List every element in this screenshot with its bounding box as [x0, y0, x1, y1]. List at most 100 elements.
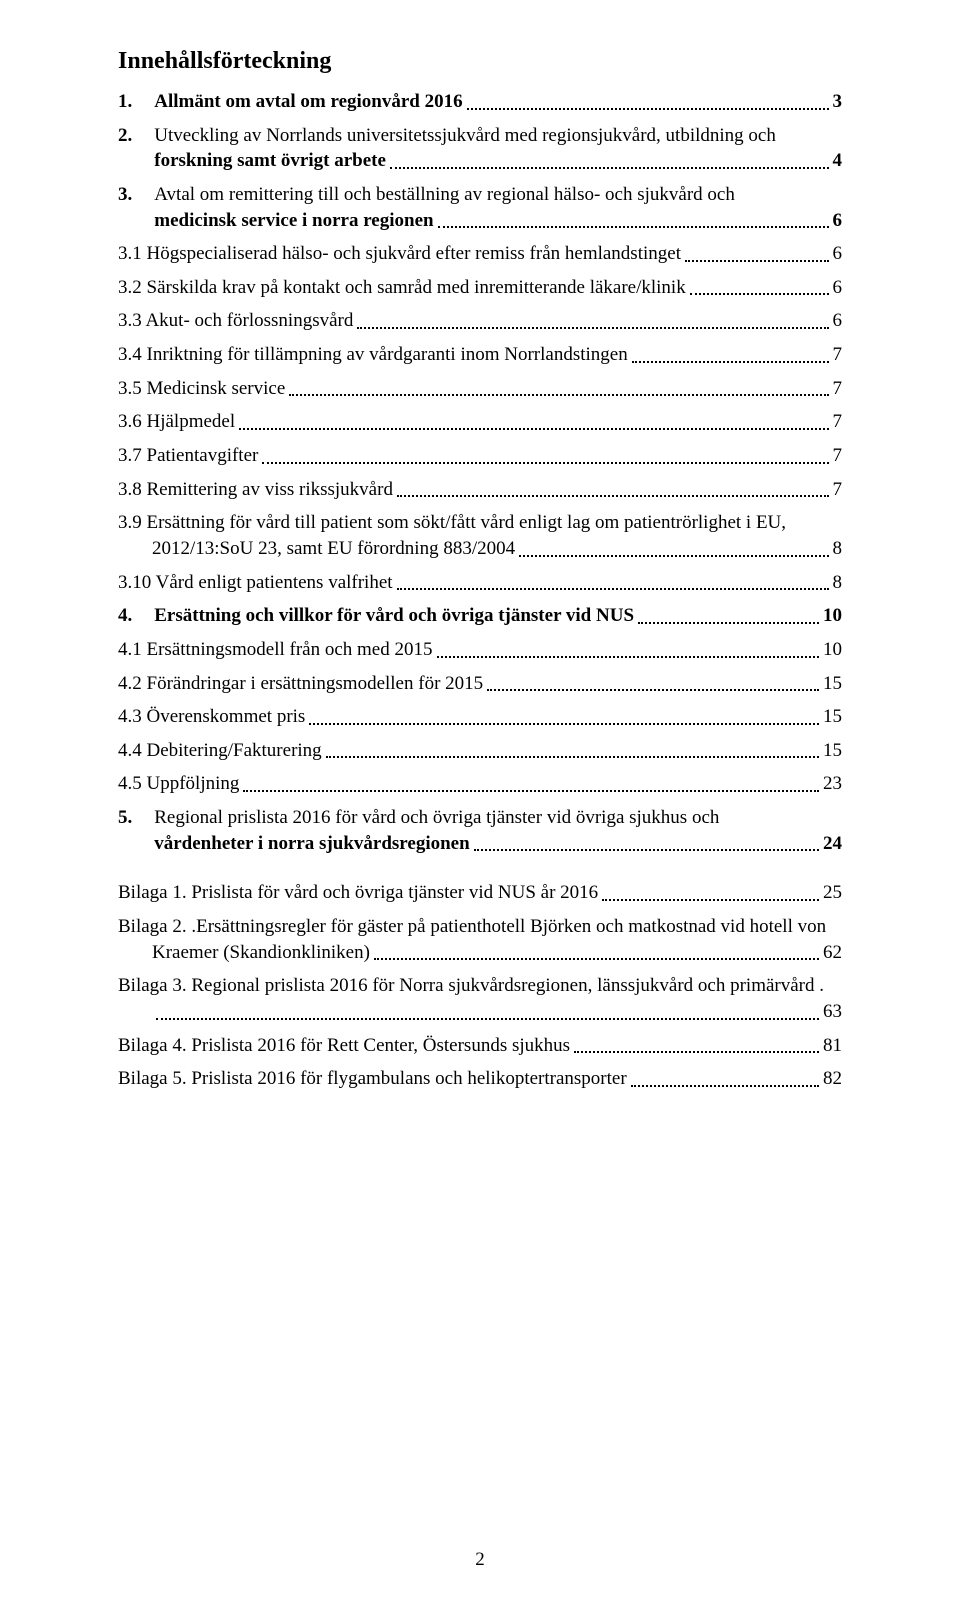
toc-entry-leader-line: 63 — [118, 999, 842, 1025]
toc-dots — [519, 543, 828, 556]
toc-dots — [239, 417, 828, 430]
toc-entry-text: 2012/13:SoU 23, samt EU förordning 883/2… — [152, 536, 515, 562]
toc-dots — [632, 349, 829, 362]
toc-entry-text: 4.4 Debitering/Fakturering — [118, 738, 322, 764]
toc-entry: 5.Regional prislista 2016 för vård och ö… — [118, 805, 842, 856]
toc-entry-text-block: Bilaga 3. Regional prislista 2016 för No… — [118, 973, 842, 1024]
toc-entry-page: 6 — [833, 208, 843, 234]
toc-entry-text-block: Bilaga 2. .Ersättningsregler för gäster … — [118, 914, 842, 965]
toc-dots — [397, 577, 829, 590]
toc-entry-page: 82 — [823, 1066, 842, 1092]
toc-entry-text-line: Regional prislista 2016 för vård och övr… — [154, 805, 842, 831]
toc-entry-text: medicinsk service i norra regionen — [154, 208, 433, 234]
toc-entry-page: 8 — [833, 570, 843, 596]
toc-dots — [437, 644, 820, 657]
toc-entry-text: Kraemer (Skandionkliniken) — [152, 940, 370, 966]
toc-entry: Bilaga 5. Prislista 2016 för flygambulan… — [118, 1066, 842, 1092]
toc-entry-page: 15 — [823, 671, 842, 697]
toc-entry: 3.9 Ersättning för vård till patient som… — [118, 510, 842, 561]
toc-entry: Bilaga 4. Prislista 2016 för Rett Center… — [118, 1033, 842, 1059]
toc-entry-text: 3.7 Patientavgifter — [118, 443, 258, 469]
toc-entry: Bilaga 2. .Ersättningsregler för gäster … — [118, 914, 842, 965]
toc-entry-text: forskning samt övrigt arbete — [154, 148, 386, 174]
toc-entry-leader-line: Kraemer (Skandionkliniken)62 — [118, 940, 842, 966]
toc-entry-leader-line: 2012/13:SoU 23, samt EU förordning 883/2… — [118, 536, 842, 562]
toc-dots — [574, 1040, 819, 1053]
toc-entry: Bilaga 1. Prislista för vård och övriga … — [118, 880, 842, 906]
toc-entry: 4.1 Ersättningsmodell från och med 2015 1… — [118, 637, 842, 663]
toc-entry-page: 6 — [833, 241, 843, 267]
toc-entry: 3.4 Inriktning för tillämpning av vårdga… — [118, 342, 842, 368]
toc-entry-text-line: Avtal om remittering till och beställnin… — [154, 182, 842, 208]
toc-entry-page: 23 — [823, 771, 842, 797]
toc-entry-text-line: 3.9 Ersättning för vård till patient som… — [118, 510, 842, 536]
page-number: 2 — [0, 1549, 960, 1571]
toc-entry-text-line: Utveckling av Norrlands universitetssjuk… — [154, 123, 842, 149]
toc-entry-page: 25 — [823, 880, 842, 906]
toc-entry-page: 10 — [823, 637, 842, 663]
toc-entry: 4.5 Uppföljning 23 — [118, 771, 842, 797]
toc-entry-page: 15 — [823, 704, 842, 730]
toc-entry-text: 3.3 Akut- och förlossningsvård — [118, 308, 353, 334]
toc-dots — [326, 745, 819, 758]
toc-title: Innehållsförteckning — [118, 48, 842, 75]
toc-entry-text: 3.6 Hjälpmedel — [118, 409, 235, 435]
toc-entry-text: Allmänt om avtal om regionvård 2016 — [154, 89, 462, 115]
toc-entry-text: 3.2 Särskilda krav på kontakt och samråd… — [118, 275, 686, 301]
toc-entry-leader-line: forskning samt övrigt arbete 4 — [154, 148, 842, 174]
toc-dots — [438, 215, 829, 228]
toc-entry-page: 7 — [833, 376, 843, 402]
toc-entry-page: 15 — [823, 738, 842, 764]
toc-entry-leader-line: vårdenheter i norra sjukvårdsregionen 24 — [154, 831, 842, 857]
toc-dots — [685, 248, 829, 261]
toc-entry-leader-line: medicinsk service i norra regionen 6 — [154, 208, 842, 234]
toc-dots — [631, 1073, 819, 1086]
toc-dots — [474, 838, 819, 851]
toc-entry-text: Bilaga 4. Prislista 2016 för Rett Center… — [118, 1033, 570, 1059]
toc-entry-text-line: Bilaga 2. .Ersättningsregler för gäster … — [118, 914, 842, 940]
toc-entry-number: 3. — [118, 182, 154, 208]
toc-dots — [262, 450, 828, 463]
toc-entry: 3.8 Remittering av viss rikssjukvård 7 — [118, 477, 842, 503]
toc-entry-text: vårdenheter i norra sjukvårdsregionen — [154, 831, 469, 857]
toc-entry-text: 4.1 Ersättningsmodell från och med 2015 — [118, 637, 433, 663]
toc-entry: 4.3 Överenskommet pris15 — [118, 704, 842, 730]
toc-dots — [397, 484, 829, 497]
toc-dots — [156, 1006, 819, 1019]
toc-entry: 3.10 Vård enligt patientens valfrihet8 — [118, 570, 842, 596]
toc-entry-text: 4.5 Uppföljning — [118, 771, 239, 797]
toc-dots — [690, 282, 829, 295]
toc-entry: Bilaga 3. Regional prislista 2016 för No… — [118, 973, 842, 1024]
toc-entry-page: 8 — [833, 536, 843, 562]
toc-dots — [467, 96, 829, 109]
toc-entry-number: 1. — [118, 89, 154, 115]
toc-entry: 2.Utveckling av Norrlands universitetssj… — [118, 123, 842, 174]
toc-dots — [487, 678, 819, 691]
toc-entry-text: 3.8 Remittering av viss rikssjukvård — [118, 477, 393, 503]
toc-entry-page: 24 — [823, 831, 842, 857]
toc-entry: 3.5 Medicinsk service 7 — [118, 376, 842, 402]
toc-entry-text: Bilaga 1. Prislista för vård och övriga … — [118, 880, 598, 906]
toc-entry-page: 4 — [833, 148, 843, 174]
toc-entry-page: 7 — [833, 409, 843, 435]
toc-dots — [374, 947, 819, 960]
toc-dots — [243, 779, 819, 792]
toc-dots — [390, 156, 829, 169]
toc-entry-text-block: Avtal om remittering till och beställnin… — [154, 182, 842, 233]
toc-entry-page: 63 — [823, 999, 842, 1025]
toc-entry-page: 81 — [823, 1033, 842, 1059]
toc-entry-text-block: 3.9 Ersättning för vård till patient som… — [118, 510, 842, 561]
toc-entry: 4.2 Förändringar i ersättningsmodellen f… — [118, 671, 842, 697]
toc-entry: 1.Allmänt om avtal om regionvård 20163 — [118, 89, 842, 115]
toc-entry-page: 10 — [823, 603, 842, 629]
toc-entry-page: 6 — [833, 308, 843, 334]
table-of-contents: 1.Allmänt om avtal om regionvård 20163 2.… — [118, 89, 842, 1092]
toc-entry-page: 7 — [833, 477, 843, 503]
toc-dots — [289, 383, 828, 396]
toc-dots — [638, 611, 819, 624]
toc-entry-page: 6 — [833, 275, 843, 301]
toc-entry-text-line: Bilaga 3. Regional prislista 2016 för No… — [118, 973, 842, 999]
toc-dots — [357, 316, 828, 329]
toc-entry-page: 7 — [833, 342, 843, 368]
toc-entry-text: 3.5 Medicinsk service — [118, 376, 285, 402]
